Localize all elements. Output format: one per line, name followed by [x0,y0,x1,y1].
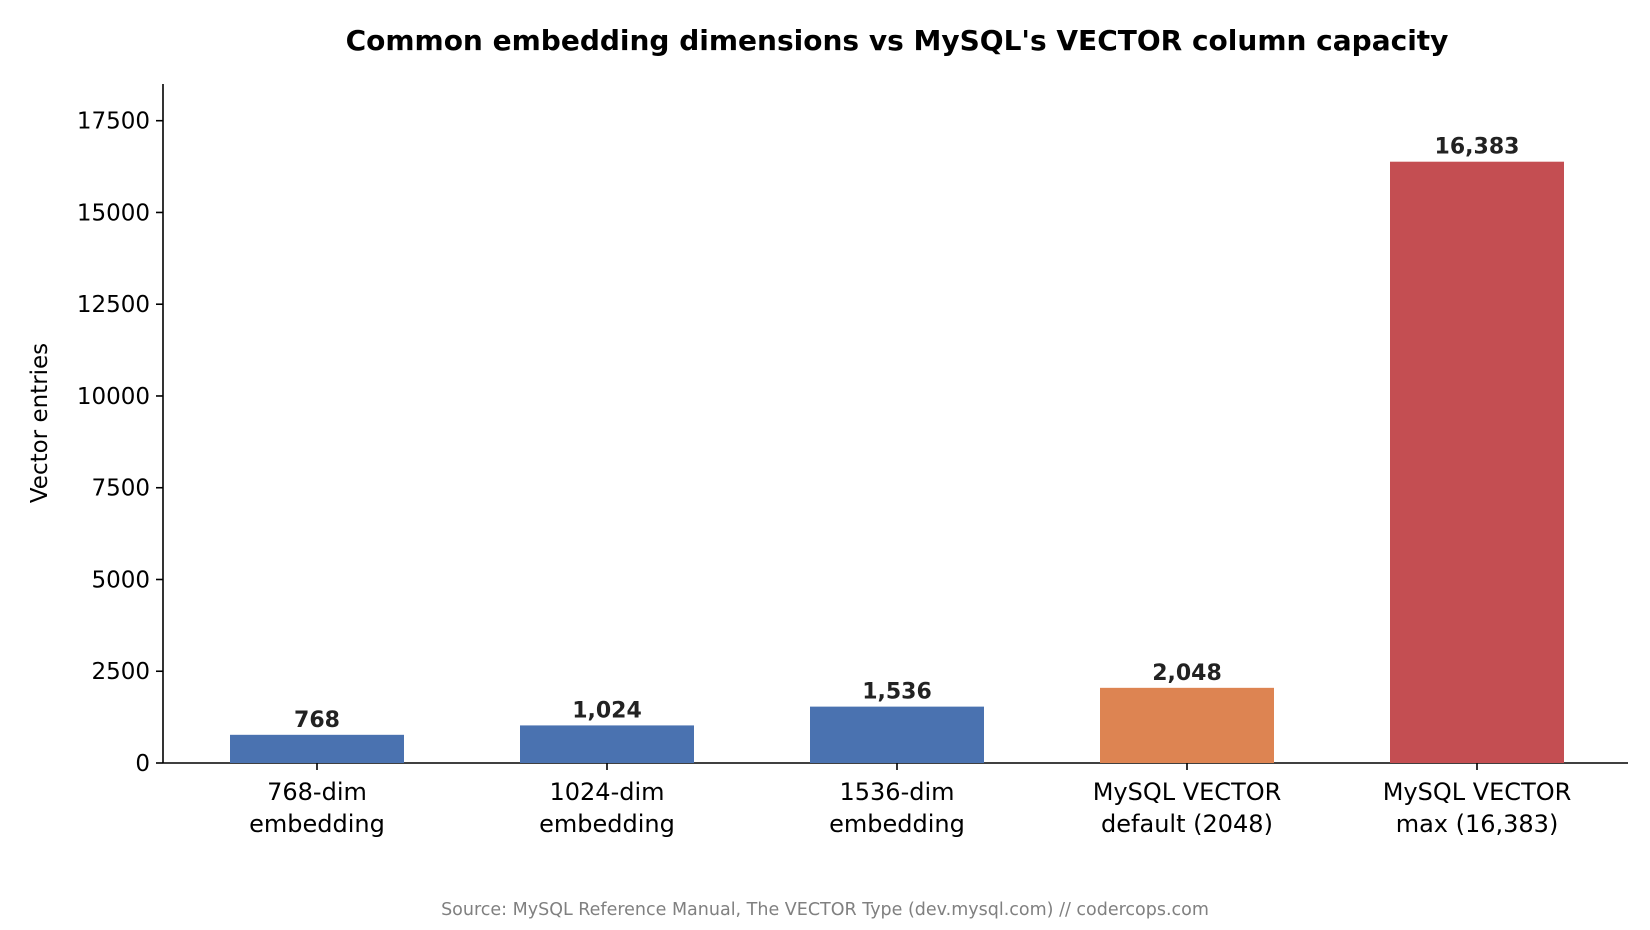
bar [230,734,404,763]
y-tick-label: 15000 [77,200,150,226]
y-tick-label: 5000 [91,567,150,593]
bar [810,706,984,763]
bar-value-label: 1,024 [572,698,642,723]
bar-value-label: 2,048 [1152,661,1222,686]
chart-title: Common embedding dimensions vs MySQL's V… [346,24,1449,57]
y-tick-label: 0 [135,751,150,777]
bar-value-label: 1,536 [862,680,932,705]
bar [520,725,694,763]
y-axis-label: Vector entries [27,343,53,503]
x-tick-label: 1024-dim [549,778,664,806]
bar [1390,161,1564,764]
y-tick-label: 12500 [77,292,150,318]
x-tick-label: default (2048) [1101,810,1273,838]
bar-value-label: 16,383 [1435,135,1520,160]
x-tick-label: MySQL VECTOR [1383,778,1572,806]
x-tick-label: embedding [829,810,965,838]
y-tick-label: 17500 [77,109,150,135]
x-tick-label: MySQL VECTOR [1093,778,1282,806]
x-tick-label: max (16,383) [1396,810,1559,838]
x-tick-label: embedding [249,810,385,838]
y-tick-label: 7500 [91,476,150,502]
x-tick-label: embedding [539,810,675,838]
source-note: Source: MySQL Reference Manual, The VECT… [441,900,1209,920]
x-tick-label: 768-dim [267,778,367,806]
x-tick-label: 1536-dim [839,778,954,806]
plot-area: 0 2500 5000 7500 10000 12500 15000 17500 768 768-… [77,84,1628,838]
bar-value-label: 768 [294,708,340,733]
y-tick-label: 2500 [91,659,150,685]
bar [1100,687,1274,763]
y-tick-label: 10000 [77,384,150,410]
